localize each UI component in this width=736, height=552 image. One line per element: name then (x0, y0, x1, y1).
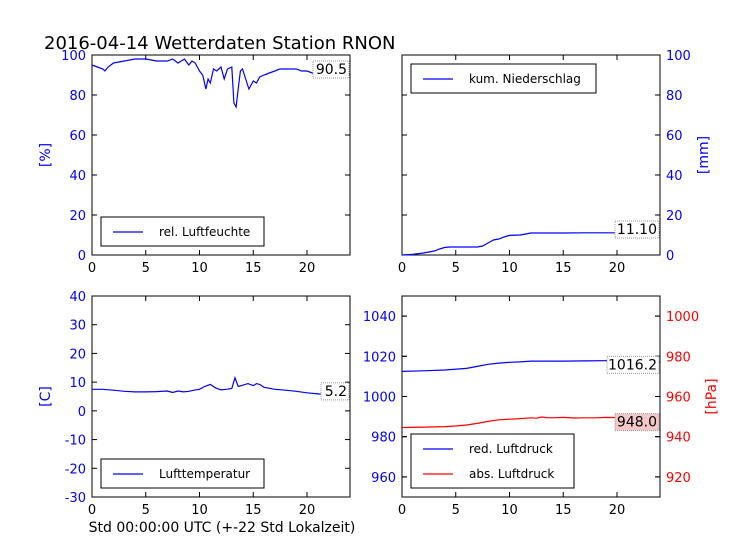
y-tick-label: 980 (371, 431, 396, 446)
x-tick-label: 5 (142, 261, 150, 276)
y-axis-label-right: [hPa] (704, 378, 720, 414)
y-tick-label: -30 (65, 491, 86, 506)
x-tick-label: 5 (452, 503, 460, 518)
series-line-0 (92, 375, 351, 397)
legend: kum. Niederschlag (410, 63, 597, 94)
x-tick-label: 20 (299, 261, 316, 276)
figure-xlabel: Std 00:00:00 UTC (+-22 Std Lokalzeit) (89, 520, 356, 536)
annotation-value: 948.0 (617, 415, 657, 431)
x-tick-label: 20 (609, 503, 626, 518)
y-tick-label: 30 (69, 319, 86, 334)
y-tick-label: 1020 (363, 350, 396, 365)
x-tick-label: 5 (142, 503, 150, 518)
y-tick-label: 20 (69, 347, 86, 362)
legend-label: kum. Niederschlag (469, 72, 581, 86)
legend-label: rel. Luftfeuchte (159, 225, 250, 239)
y-tick-label: 960 (666, 391, 691, 406)
y-tick-label: 40 (666, 169, 683, 184)
series-line-0 (91, 58, 350, 109)
x-tick-label: 0 (398, 503, 406, 518)
y-tick-label: 940 (666, 431, 691, 446)
annotation-box (320, 382, 350, 401)
x-tick-label: 10 (501, 261, 518, 276)
legend-label: Lufttemperatur (159, 467, 250, 481)
x-tick-label: 20 (299, 503, 316, 518)
x-tick-label: 15 (555, 503, 572, 518)
y-tick-label: 60 (666, 129, 683, 144)
y-tick-label: 100 (666, 49, 691, 64)
y-tick-label: -20 (65, 462, 86, 477)
y-tick-label: 0 (78, 405, 86, 420)
legend-label: abs. Luftdruck (469, 467, 554, 481)
x-tick-label: 15 (555, 261, 572, 276)
x-tick-label: 15 (245, 503, 262, 518)
x-tick-label: 20 (609, 261, 626, 276)
annotation-value: 5.2 (325, 384, 347, 400)
legend-box (410, 433, 575, 489)
series-line-0 (401, 232, 660, 256)
figure-title: 2016-04-14 Wetterdaten Station RNON (44, 33, 395, 54)
legend: rel. Luftfeuchte (100, 216, 265, 247)
y-tick-label: 20 (69, 209, 86, 224)
y-tick-label: 40 (69, 290, 86, 305)
x-tick-label: 10 (191, 261, 208, 276)
x-tick-label: 10 (191, 503, 208, 518)
y-tick-label: 0 (78, 249, 86, 264)
annotation-box (614, 413, 660, 432)
y-tick-label: 0 (666, 249, 674, 264)
y-tick-label: 10 (69, 376, 86, 391)
panel-temperature: 0 5 10 15 20 -30 -20 -10 0 10 20 30 40 [C] 5.2 Lufttemp… (38, 290, 351, 518)
annotation-box (606, 355, 660, 374)
legend: Lufttemperatur (100, 458, 265, 489)
y-tick-label: 1000 (363, 391, 396, 406)
y-axis-label: [C] (38, 386, 54, 407)
y-tick-label: 960 (371, 471, 396, 486)
y-axis-label: [mm] (696, 136, 712, 174)
y-tick-label: 60 (69, 129, 86, 144)
y-tick-label: 20 (666, 209, 683, 224)
y-tick-label: -10 (65, 434, 86, 449)
x-tick-label: 0 (88, 261, 96, 276)
annotation-box (312, 60, 350, 79)
x-tick-label: 5 (452, 261, 460, 276)
y-tick-label: 40 (69, 169, 86, 184)
x-tick-label: 10 (501, 503, 518, 518)
annotation-value: 90.5 (316, 62, 347, 78)
panel-humidity: 0 5 10 15 20 0 20 40 60 80 100 [%] 90.5 rel. Luftfeuc… (38, 49, 351, 276)
y-tick-label: 920 (666, 471, 691, 486)
annotation-value: 1016.2 (608, 357, 657, 373)
legend: red. Luftdruck abs. Luftdruck (410, 433, 575, 489)
y-tick-label: 80 (69, 89, 86, 104)
x-tick-label: 0 (88, 503, 96, 518)
panel-pressure: 0 5 10 15 20 960 980 1000 1020 1040 920 940 960 980 10… (363, 295, 720, 518)
y-axis-label: [%] (38, 143, 54, 167)
y-tick-label: 980 (666, 350, 691, 365)
annotation-value: 11.10 (617, 222, 657, 238)
annotation-box (614, 220, 660, 239)
y-tick-label: 80 (666, 89, 683, 104)
x-tick-label: 15 (245, 261, 262, 276)
legend-label: red. Luftdruck (469, 442, 553, 456)
y-tick-label: 1040 (363, 310, 396, 325)
y-tick-label: 1000 (666, 310, 699, 325)
panel-precip: 0 5 10 15 20 0 20 40 60 80 100 [mm] 11.10 kum. Nieder… (398, 49, 712, 276)
x-tick-label: 0 (398, 261, 406, 276)
y-tick-label: 100 (61, 49, 86, 64)
